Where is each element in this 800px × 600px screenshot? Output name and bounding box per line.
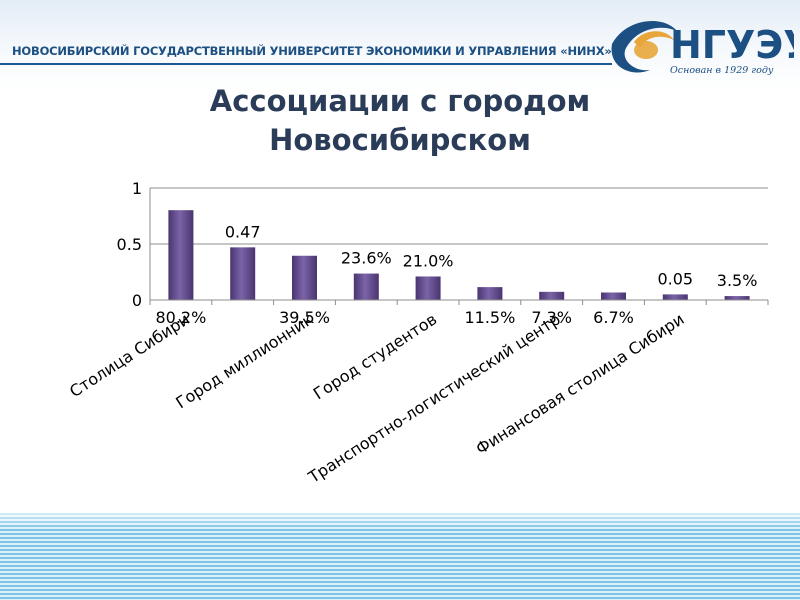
footer-fade	[0, 505, 800, 529]
slide-title-line2: Новосибирском	[269, 123, 531, 157]
x-category-label: Финансовая столица Сибири	[472, 309, 687, 458]
data-label: 23.6%	[341, 249, 392, 268]
y-tick-label: 0	[132, 291, 142, 310]
data-label: 0.05	[657, 269, 693, 288]
bar	[168, 210, 194, 300]
data-label: 39.5%	[279, 308, 330, 327]
bar	[292, 255, 317, 300]
logo-tagline: Основан в 1929 году	[670, 65, 774, 76]
data-label: 80.2%	[155, 308, 206, 327]
y-tick-label: 0.5	[117, 235, 142, 254]
data-label: 21.0%	[403, 251, 454, 270]
slide-title: Ассоциации с городом Новосибирском	[150, 82, 650, 160]
x-category-label: Столица Сибири	[66, 309, 193, 401]
logo-lettering: НГУЭУ	[670, 23, 794, 67]
bar	[539, 291, 565, 300]
bar	[662, 294, 688, 300]
university-emblem-icon	[611, 20, 678, 73]
x-category-label: Транспортно-логистический центр	[304, 309, 564, 487]
bar-chart: 80.2% 0.47 39.5% 23.6% 21.0% 11.5% 7.3% 6.7% 0.0…	[66, 179, 769, 487]
bar	[477, 287, 503, 300]
slide-title-line1: Ассоциации с городом	[209, 84, 591, 118]
bar	[415, 276, 441, 300]
data-label: 0.47	[225, 222, 261, 241]
data-label: 11.5%	[464, 308, 515, 327]
bar	[230, 247, 256, 300]
university-name: НОВОСИБИРСКИЙ ГОСУДАРСТВЕННЫЙ УНИВЕРСИТЕ…	[12, 44, 612, 58]
bar	[724, 296, 750, 300]
bar	[601, 292, 626, 300]
data-label: 3.5%	[717, 271, 758, 290]
header-divider	[0, 63, 612, 65]
data-label: 7.3%	[531, 308, 572, 327]
bar	[353, 273, 379, 300]
y-tick-label: 1	[132, 179, 142, 198]
university-logo: НГУЭУ	[611, 20, 794, 73]
header-background	[0, 0, 800, 92]
data-label: 6.7%	[593, 308, 634, 327]
